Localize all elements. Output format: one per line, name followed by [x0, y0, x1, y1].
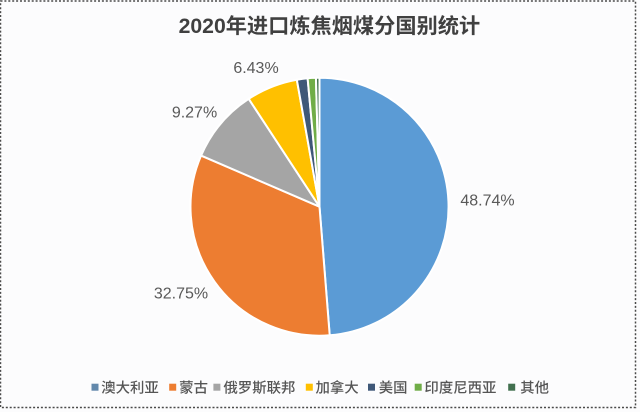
svg-text:48.74%: 48.74% — [460, 193, 514, 210]
svg-text:6.43%: 6.43% — [233, 60, 278, 77]
svg-text:2020: 2020 — [179, 15, 226, 38]
svg-text:9.27%: 9.27% — [172, 104, 217, 121]
svg-text:32.75%: 32.75% — [154, 285, 208, 302]
